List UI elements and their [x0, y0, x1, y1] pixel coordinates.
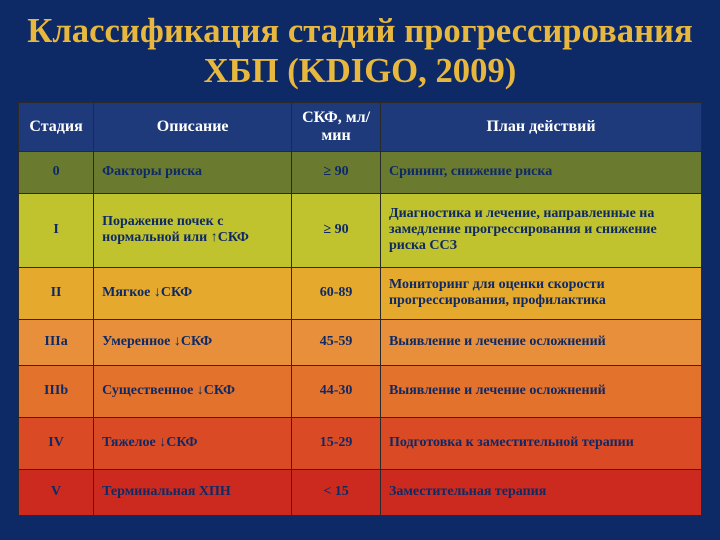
- title-line-1: Классификация стадий прогрессирования: [27, 12, 693, 50]
- stage-cell: IIIb: [19, 365, 94, 417]
- description-cell: Тяжелое ↓СКФ: [94, 417, 292, 469]
- table-row: IVТяжелое ↓СКФ15-29Подготовка к заместит…: [19, 417, 702, 469]
- slide: Классификация стадий прогрессирования ХБ…: [0, 0, 720, 540]
- stage-cell: V: [19, 469, 94, 515]
- plan-cell: Заместительная терапия: [380, 469, 701, 515]
- description-cell: Мягкое ↓СКФ: [94, 267, 292, 319]
- table-row: VТерминальная ХПН< 15Заместительная тера…: [19, 469, 702, 515]
- gfr-cell: 60-89: [292, 267, 381, 319]
- plan-cell: Подготовка к заместительной терапии: [380, 417, 701, 469]
- header-stage: Стадия: [19, 102, 94, 151]
- ckd-stages-table: Стадия Описание СКФ, мл/мин План действи…: [18, 102, 702, 516]
- stage-cell: II: [19, 267, 94, 319]
- table-row: IПоражение почек с нормальной или ↑СКФ≥ …: [19, 193, 702, 267]
- description-cell: Поражение почек с нормальной или ↑СКФ: [94, 193, 292, 267]
- slide-title: Классификация стадий прогрессирования ХБ…: [18, 12, 702, 92]
- plan-cell: Мониторинг для оценки скорости прогресси…: [380, 267, 701, 319]
- description-cell: Существенное ↓СКФ: [94, 365, 292, 417]
- gfr-cell: < 15: [292, 469, 381, 515]
- table-row: 0Факторы риска≥ 90Срининг, снижение риск…: [19, 151, 702, 193]
- stage-cell: 0: [19, 151, 94, 193]
- title-line-2: ХБП (KDIGO, 2009): [204, 52, 517, 90]
- gfr-cell: ≥ 90: [292, 151, 381, 193]
- description-cell: Умеренное ↓СКФ: [94, 319, 292, 365]
- table-row: IIIbСущественное ↓СКФ44-30Выявление и ле…: [19, 365, 702, 417]
- table-header-row: Стадия Описание СКФ, мл/мин План действи…: [19, 102, 702, 151]
- description-cell: Терминальная ХПН: [94, 469, 292, 515]
- gfr-cell: 44-30: [292, 365, 381, 417]
- plan-cell: Диагностика и лечение, направленные на з…: [380, 193, 701, 267]
- header-plan: План действий: [380, 102, 701, 151]
- plan-cell: Срининг, снижение риска: [380, 151, 701, 193]
- description-cell: Факторы риска: [94, 151, 292, 193]
- gfr-cell: 15-29: [292, 417, 381, 469]
- table-row: IIМягкое ↓СКФ60-89Мониторинг для оценки …: [19, 267, 702, 319]
- header-desc: Описание: [94, 102, 292, 151]
- header-gfr: СКФ, мл/мин: [292, 102, 381, 151]
- gfr-cell: 45-59: [292, 319, 381, 365]
- stage-cell: IIIа: [19, 319, 94, 365]
- plan-cell: Выявление и лечение осложнений: [380, 319, 701, 365]
- table-row: IIIаУмеренное ↓СКФ45-59Выявление и лечен…: [19, 319, 702, 365]
- gfr-cell: ≥ 90: [292, 193, 381, 267]
- stage-cell: IV: [19, 417, 94, 469]
- table-body: 0Факторы риска≥ 90Срининг, снижение риск…: [19, 151, 702, 515]
- stage-cell: I: [19, 193, 94, 267]
- plan-cell: Выявление и лечение осложнений: [380, 365, 701, 417]
